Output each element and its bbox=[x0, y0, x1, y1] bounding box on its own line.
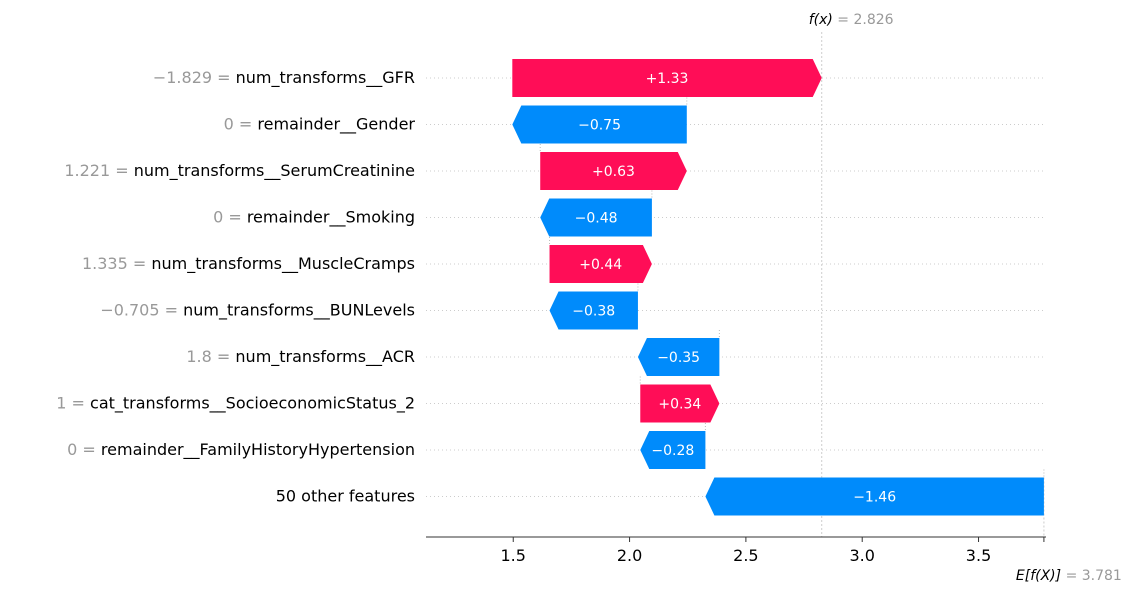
waterfall-bar bbox=[540, 198, 652, 237]
feature-name: num_transforms__MuscleCramps bbox=[151, 254, 415, 274]
base-label: E[f(X)] bbox=[1016, 568, 1061, 584]
waterfall-bar bbox=[637, 338, 720, 376]
feature-label: −1.829 = num_transforms__GFR bbox=[153, 68, 415, 88]
bar-value-label: −0.48 bbox=[575, 211, 618, 227]
waterfall-bar bbox=[540, 152, 687, 190]
x-tick-label: 1.5 bbox=[501, 546, 526, 565]
feature-name: num_transforms__BUNLevels bbox=[183, 301, 415, 321]
waterfall-bar bbox=[640, 384, 720, 423]
feature-name: remainder__Gender bbox=[257, 115, 415, 135]
bar-value-label: −1.46 bbox=[853, 490, 896, 506]
waterfall-bar bbox=[512, 59, 822, 97]
grid-layer bbox=[426, 77, 1046, 497]
feature-value: 0 = bbox=[213, 208, 247, 227]
feature-value: 1.8 = bbox=[186, 347, 235, 366]
feature-name: cat_transforms__SocioeconomicStatus_2 bbox=[90, 394, 415, 414]
feature-name: num_transforms__ACR bbox=[235, 347, 415, 367]
feature-name: 50 other features bbox=[276, 487, 415, 506]
bar-layer: +1.33 −0.75 +0.63 −0.48 +0.44 −0.38 −0.35 +0.34… bbox=[512, 59, 1044, 516]
feature-label: 1.8 = num_transforms__ACR bbox=[186, 347, 415, 367]
x-axis: 1.5 2.0 2.5 3.0 3.5 bbox=[426, 536, 1046, 565]
bar-value-label: +0.44 bbox=[579, 257, 622, 273]
feature-value: 1.221 = bbox=[64, 161, 133, 180]
feature-label: 50 other features bbox=[276, 487, 415, 506]
feature-label: −0.705 = num_transforms__BUNLevels bbox=[100, 301, 415, 321]
feature-value: 0 = bbox=[67, 440, 101, 459]
feature-name: remainder__Smoking bbox=[247, 208, 415, 228]
feature-label: 0 = remainder__FamilyHistoryHypertension bbox=[67, 440, 415, 460]
bar-value-label: −0.75 bbox=[578, 118, 621, 134]
feature-value: 1 = bbox=[56, 394, 90, 413]
bar-value-label: +0.34 bbox=[658, 397, 701, 413]
connector-layer bbox=[539, 97, 1045, 478]
base-value: = 3.781 bbox=[1061, 568, 1122, 584]
bar-value-label: −0.38 bbox=[572, 304, 615, 320]
feature-name: num_transforms__GFR bbox=[236, 68, 415, 88]
waterfall-bar bbox=[705, 477, 1044, 516]
feature-label: 0 = remainder__Smoking bbox=[213, 208, 415, 228]
feature-name: num_transforms__SerumCreatinine bbox=[134, 161, 415, 181]
feature-label: 0 = remainder__Gender bbox=[224, 115, 416, 135]
x-tick-label: 2.5 bbox=[733, 546, 758, 565]
x-tick-label: 3.5 bbox=[966, 546, 991, 565]
fx-value: = 2.826 bbox=[833, 12, 894, 28]
feature-label-layer: −1.829 = num_transforms__GFR 0 = remainde… bbox=[56, 68, 415, 506]
feature-value: −1.829 = bbox=[153, 68, 236, 87]
bar-value-label: −0.28 bbox=[651, 443, 694, 459]
feature-value: 0 = bbox=[224, 115, 258, 134]
feature-label: 1 = cat_transforms__SocioeconomicStatus_… bbox=[56, 394, 415, 414]
base-value-annotation: E[f(X)] = 3.781 bbox=[1016, 568, 1122, 584]
feature-value: −0.705 = bbox=[100, 301, 183, 320]
x-tick-label: 3.0 bbox=[849, 546, 874, 565]
feature-label: 1.335 = num_transforms__MuscleCramps bbox=[82, 254, 415, 274]
bar-value-label: +0.63 bbox=[592, 164, 635, 180]
bar-value-label: −0.35 bbox=[657, 350, 700, 366]
x-tick-label: 2.0 bbox=[617, 546, 642, 565]
waterfall-bar bbox=[549, 291, 638, 330]
feature-label: 1.221 = num_transforms__SerumCreatinine bbox=[64, 161, 415, 181]
waterfall-bar bbox=[549, 245, 652, 283]
waterfall-bar bbox=[640, 431, 706, 469]
fx-label: f(x) bbox=[809, 12, 833, 28]
bar-value-label: +1.33 bbox=[646, 71, 689, 87]
fx-annotation: f(x) = 2.826 bbox=[809, 12, 894, 28]
feature-value: 1.335 = bbox=[82, 254, 151, 273]
waterfall-bar bbox=[512, 105, 687, 144]
feature-name: remainder__FamilyHistoryHypertension bbox=[101, 440, 415, 460]
